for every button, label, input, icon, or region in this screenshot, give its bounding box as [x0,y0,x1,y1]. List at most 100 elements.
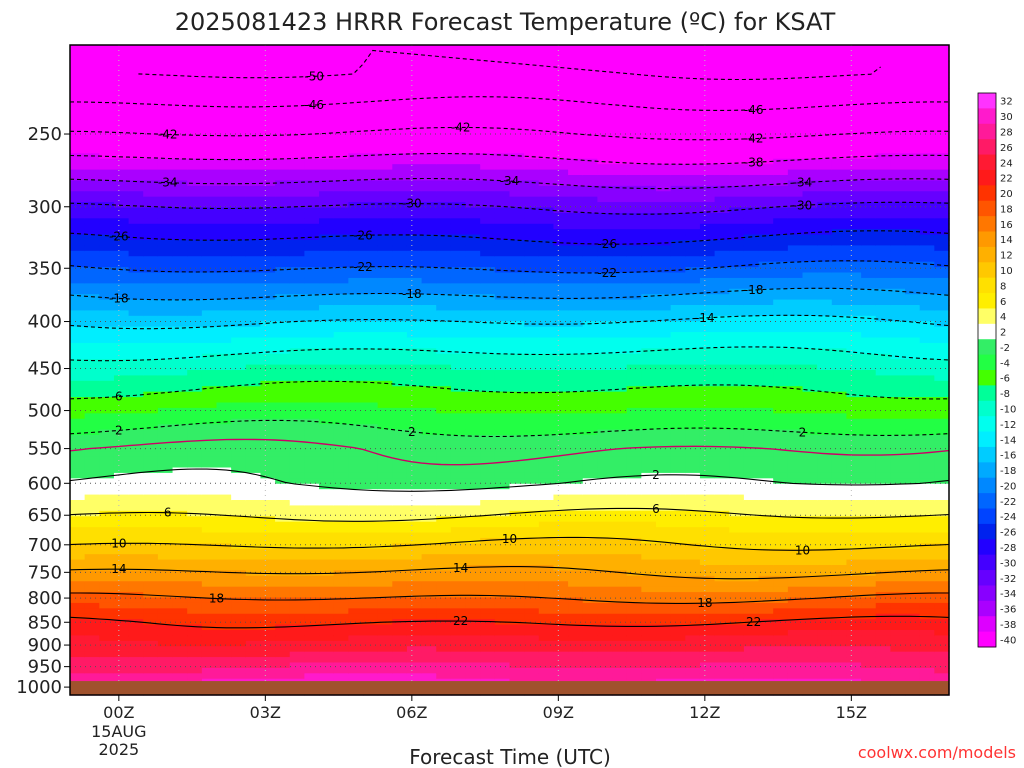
field-cell [612,158,628,165]
field-cell [656,99,672,106]
field-cell [363,55,379,62]
field-cell [494,315,511,322]
field-cell [348,202,364,209]
field-cell [216,212,232,219]
field-cell [597,570,613,577]
field-cell [113,651,130,658]
field-cell [363,348,379,355]
field-cell [201,364,218,371]
field-cell [275,88,291,95]
field-cell [568,283,584,290]
field-cell [333,407,349,414]
field-cell [216,608,232,615]
field-cell [113,613,130,620]
field-cell [231,110,247,117]
field-cell [568,424,584,431]
field-cell [245,370,262,377]
field-cell [450,321,467,328]
field-cell [363,575,379,582]
field-cell [304,500,320,507]
field-cell [450,88,467,95]
field-cell [289,115,305,122]
field-cell [509,586,525,593]
field-cell [612,120,628,127]
field-cell [465,229,481,236]
field-cell [304,326,320,333]
field-cell [260,245,276,252]
field-cell [70,413,86,420]
field-cell [187,364,203,371]
field-cell [99,45,115,52]
field-cell [436,510,452,517]
field-cell [656,462,672,469]
field-cell [348,191,364,198]
field-cell [377,500,393,507]
field-cell [421,315,437,322]
field-cell [377,250,393,257]
field-cell [187,462,203,469]
field-cell [436,657,452,664]
field-cell [143,196,159,203]
field-cell [494,364,511,371]
field-cell [656,565,672,572]
field-cell [216,359,232,366]
field-cell [480,294,496,301]
field-cell [363,120,379,127]
field-cell [582,451,598,458]
field-cell [626,521,642,528]
field-cell [597,337,613,344]
field-cell [157,332,174,339]
field-cell [99,353,115,360]
field-cell [641,613,657,620]
field-cell [157,66,174,73]
field-cell [509,61,525,68]
field-cell [172,115,188,122]
field-cell [216,673,232,680]
field-cell [231,267,247,274]
field-cell [509,88,525,95]
field-cell [260,55,276,62]
field-cell [465,310,481,317]
field-cell [494,429,511,436]
field-cell [509,581,525,588]
field-cell [377,104,393,111]
field-cell [480,277,496,284]
field-cell [143,451,159,458]
field-cell [363,592,379,599]
field-cell [421,554,437,561]
field-cell [538,521,555,528]
field-cell [582,391,598,398]
field-cell [670,234,686,241]
field-cell [480,413,496,420]
field-cell [172,131,188,138]
field-cell [509,662,525,669]
field-cell [670,153,686,160]
field-cell [553,185,569,192]
field-cell [465,305,481,312]
field-cell [656,397,672,404]
field-cell [597,391,613,398]
field-cell [128,418,144,425]
field-cell [143,240,159,247]
field-cell [465,608,481,615]
field-cell [421,500,437,507]
field-cell [612,559,628,566]
field-cell [494,657,511,664]
field-cell [480,657,496,664]
field-cell [333,104,349,111]
field-cell [421,548,437,555]
field-cell [172,456,188,463]
field-cell [670,72,686,79]
field-cell [363,196,379,203]
field-cell [582,110,598,117]
field-cell [524,608,540,615]
field-cell [494,651,511,658]
field-cell [187,657,203,664]
field-cell [377,559,393,566]
field-cell [509,527,525,534]
field-cell [494,467,511,474]
field-cell [421,565,437,572]
field-cell [99,142,115,149]
field-cell [99,212,115,219]
field-cell [377,435,393,442]
